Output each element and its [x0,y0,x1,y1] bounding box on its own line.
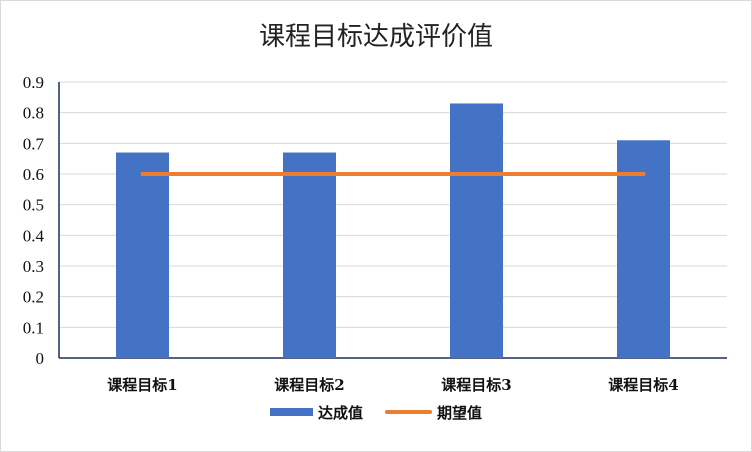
x-tick-label: 课程目标1 [107,376,177,394]
legend-label: 达成值 [318,404,363,422]
bar [450,103,503,358]
y-tick-label: 0.4 [23,226,45,245]
x-tick-label: 课程目标4 [608,376,678,394]
bar [617,140,670,358]
y-tick-label: 0.3 [23,257,44,276]
x-tick-label: 课程目标2 [274,376,344,394]
y-tick-label: 0.5 [23,196,44,215]
bar [116,152,169,358]
legend-label: 期望值 [437,404,482,422]
x-tick-label: 课程目标3 [441,376,511,394]
y-tick-label: 0.1 [23,318,44,337]
y-tick-label: 0.6 [23,165,44,184]
y-tick-label: 0.7 [23,134,45,153]
chart-title: 课程目标达成评价值 [258,22,493,52]
y-tick-label: 0.9 [23,73,44,92]
y-tick-label: 0.8 [23,104,44,123]
y-tick-label: 0.2 [23,288,44,307]
legend-swatch-bar [270,408,313,416]
y-tick-label: 0 [36,349,45,368]
bar [283,152,336,358]
